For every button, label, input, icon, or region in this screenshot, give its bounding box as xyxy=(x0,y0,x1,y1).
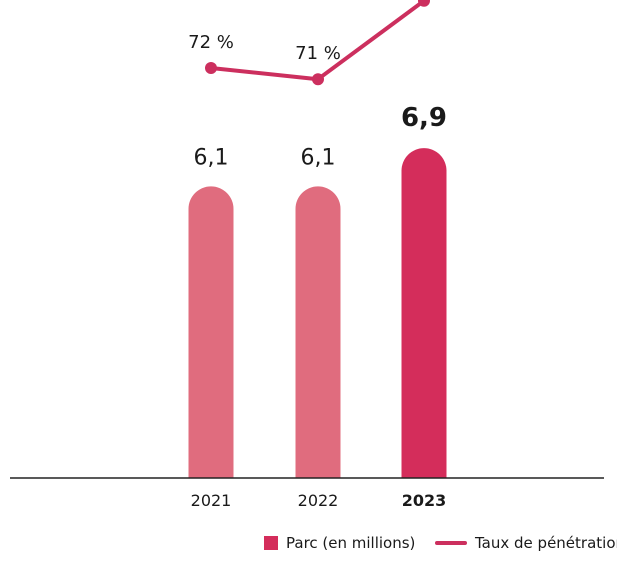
penetration-label-2022: 71 % xyxy=(295,43,341,64)
bar-value-label-2021: 6,1 xyxy=(194,145,229,170)
x-tick-label-2023: 2023 xyxy=(402,491,447,510)
bar-value-label-2022: 6,1 xyxy=(301,145,336,170)
penetration-point-2022 xyxy=(312,73,324,86)
bar-value-label-2023: 6,9 xyxy=(401,103,447,133)
legend-marker-bar xyxy=(264,536,278,550)
penetration-point-2021 xyxy=(205,62,217,74)
penetration-line xyxy=(209,0,426,82)
bar-2023 xyxy=(401,148,447,478)
x-tick-label-2022: 2022 xyxy=(298,491,339,510)
bar-2021 xyxy=(188,186,234,478)
x-tick-label-2021: 2021 xyxy=(191,491,232,510)
bar-2022 xyxy=(295,186,341,478)
penetration-label-2021: 72 % xyxy=(188,32,234,53)
legend-label-bar: Parc (en millions) xyxy=(286,534,415,552)
legend-label-line: Taux de pénétration xyxy=(474,534,617,552)
penetration-point-2023 xyxy=(418,0,430,7)
